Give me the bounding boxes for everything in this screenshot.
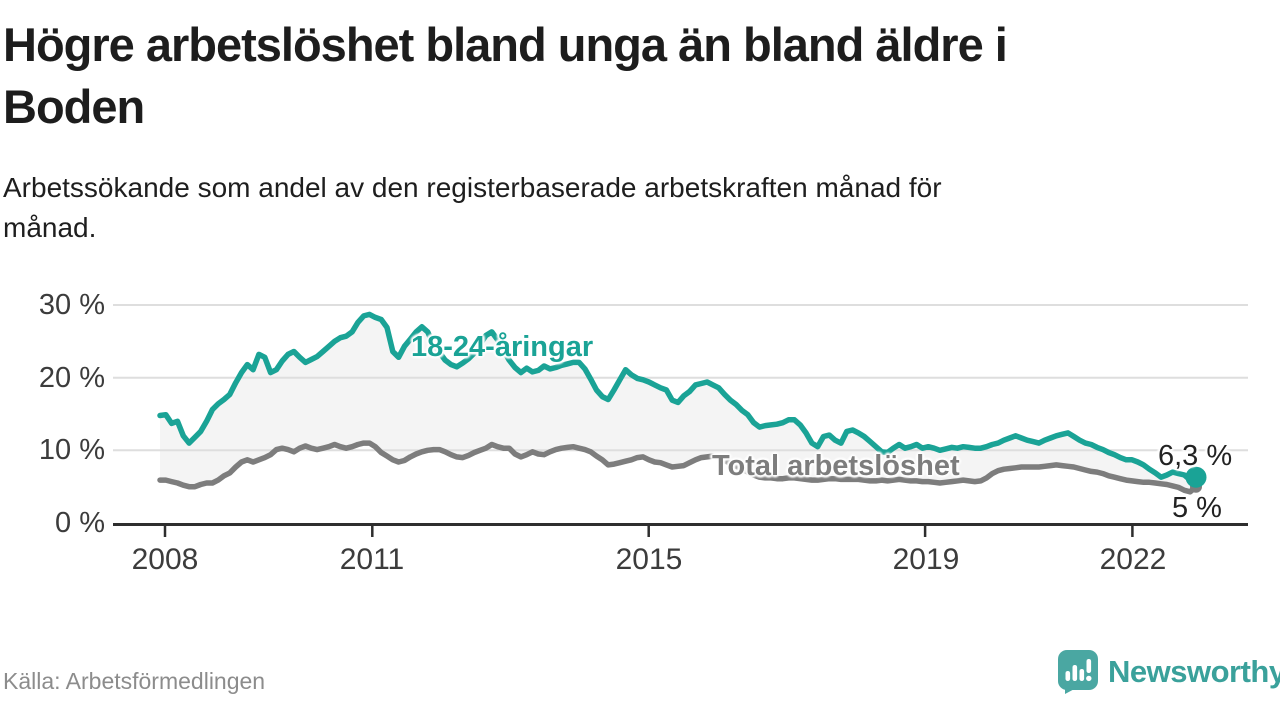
y-tick-label-10: 10 % xyxy=(38,434,105,466)
x-tick-label-2015: 2015 xyxy=(615,543,683,576)
subtitle-line-2: månad. xyxy=(3,212,97,243)
end-value-label-youth: 6,3 % xyxy=(1158,440,1233,472)
y-tick-label-20: 20 % xyxy=(38,362,105,394)
series-label-total: Total arbetslöshet xyxy=(712,450,960,482)
x-tick-label-2008: 2008 xyxy=(131,543,199,576)
newsworthy-bubble-chart-icon xyxy=(1058,650,1098,694)
title-line-2: Boden xyxy=(3,80,145,133)
x-tick-label-2022: 2022 xyxy=(1099,543,1167,576)
x-tick-label-2011: 2011 xyxy=(339,543,405,576)
series-line-youth xyxy=(157,311,1199,483)
series-label-youth: 18-24-åringar xyxy=(411,331,594,363)
page-title: Högre arbetslöshet bland unga än bland ä… xyxy=(3,14,1263,138)
brand-wordmark: Newsworthy xyxy=(1108,654,1280,689)
y-tick-label-30: 30 % xyxy=(38,289,105,321)
end-value-label-total: 5 % xyxy=(1172,492,1222,524)
x-tick-label-2019: 2019 xyxy=(892,543,960,576)
brand-logo[interactable]: Newsworthy xyxy=(1056,648,1280,696)
y-tick-label-0: 0 % xyxy=(55,507,105,539)
subtitle-line-1: Arbetssökande som andel av den registerb… xyxy=(3,172,942,203)
page-subtitle: Arbetssökande som andel av den registerb… xyxy=(3,168,1203,248)
series-end-dot-youth xyxy=(1185,466,1207,488)
title-line-1: Högre arbetslöshet bland unga än bland ä… xyxy=(3,18,1008,71)
source-note: Källa: Arbetsförmedlingen xyxy=(3,668,266,694)
series-line-total xyxy=(157,440,1199,495)
